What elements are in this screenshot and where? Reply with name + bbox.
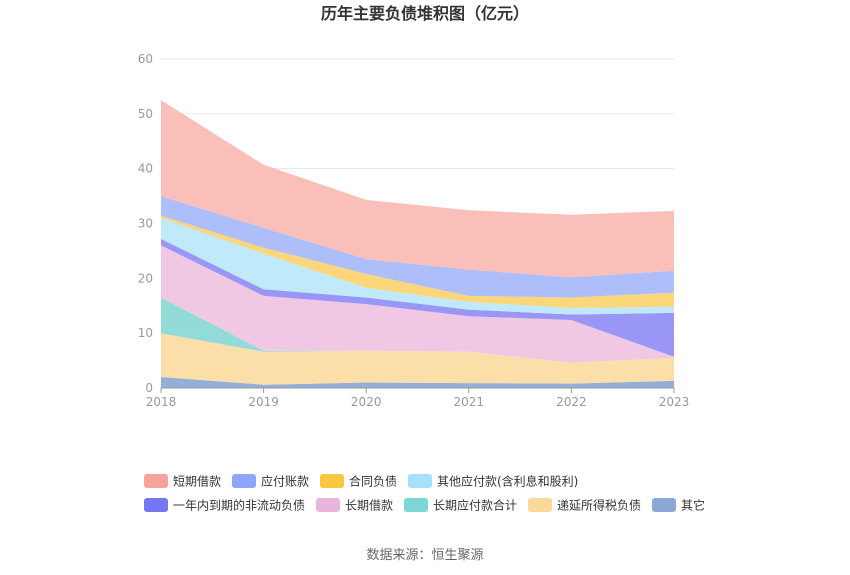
- legend-swatch: [232, 474, 256, 488]
- y-tick-label: 60: [138, 52, 153, 66]
- area-series-5: [161, 218, 674, 315]
- x-tick-label: 2022: [556, 395, 587, 409]
- legend-swatch: [316, 498, 340, 512]
- source-note: 数据来源：恒生聚源: [366, 548, 483, 563]
- legend-item[interactable]: 递延所得税负债: [528, 498, 641, 513]
- y-tick-label: 40: [138, 162, 153, 176]
- x-tick-label: 2019: [248, 395, 279, 409]
- legend-swatch: [408, 474, 432, 488]
- y-tick-label: 50: [138, 107, 153, 121]
- legend-swatch: [144, 498, 168, 512]
- area-series-1: [161, 333, 674, 385]
- legend-label: 合同负债: [349, 474, 397, 489]
- area-series-6: [161, 215, 674, 308]
- legend-label: 其他应付款(含利息和股利): [437, 474, 578, 489]
- legend-label: 短期借款: [173, 475, 221, 489]
- legend-item[interactable]: 一年内到期的非流动负债: [144, 498, 305, 513]
- area-series: [161, 100, 674, 388]
- legend-swatch: [144, 474, 168, 488]
- legend-item[interactable]: 长期借款: [316, 498, 393, 513]
- legend-swatch: [320, 474, 344, 488]
- legend: 短期借款 应付账款 合同负债 其他应付款(含利息和股利) 一年内到期的非流动负债 长期借款…: [144, 474, 705, 513]
- legend-item[interactable]: 短期借款: [144, 474, 221, 489]
- x-tick-label: 2021: [454, 395, 485, 409]
- chart-title: 历年主要负债堆积图（亿元）: [321, 4, 529, 23]
- y-axis: 0 10 20 30 40 50 60: [138, 52, 153, 395]
- area-series-8: [161, 100, 674, 278]
- area-series-3: [161, 245, 674, 363]
- x-tick-label: 2023: [659, 395, 690, 409]
- legend-item[interactable]: 其它: [652, 498, 705, 513]
- legend-label: 应付账款: [261, 474, 309, 489]
- legend-label: 其它: [681, 498, 705, 513]
- y-tick-label: 30: [138, 217, 153, 231]
- legend-item[interactable]: 合同负债: [320, 474, 397, 489]
- y-tick-label: 20: [138, 271, 153, 285]
- legend-swatch: [528, 498, 552, 512]
- x-tick-label: 2018: [146, 395, 177, 409]
- legend-label: 一年内到期的非流动负债: [173, 498, 305, 513]
- legend-item[interactable]: 应付账款: [232, 474, 309, 489]
- legend-item[interactable]: 其他应付款(含利息和股利): [408, 474, 578, 489]
- legend-swatch: [652, 498, 676, 512]
- x-tick-label: 2020: [351, 395, 382, 409]
- area-series-7: [161, 196, 674, 298]
- y-tick-label: 0: [145, 381, 153, 395]
- y-tick-label: 10: [138, 326, 153, 340]
- legend-swatch: [404, 498, 428, 512]
- legend-label: 长期应付款合计: [433, 498, 517, 513]
- area-series-0: [161, 377, 674, 388]
- legend-label: 递延所得税负债: [557, 498, 641, 513]
- legend-item[interactable]: 长期应付款合计: [404, 498, 517, 513]
- x-axis: 2018 2019 2020 2021 2022 2023: [146, 387, 690, 409]
- legend-label: 长期借款: [345, 499, 393, 513]
